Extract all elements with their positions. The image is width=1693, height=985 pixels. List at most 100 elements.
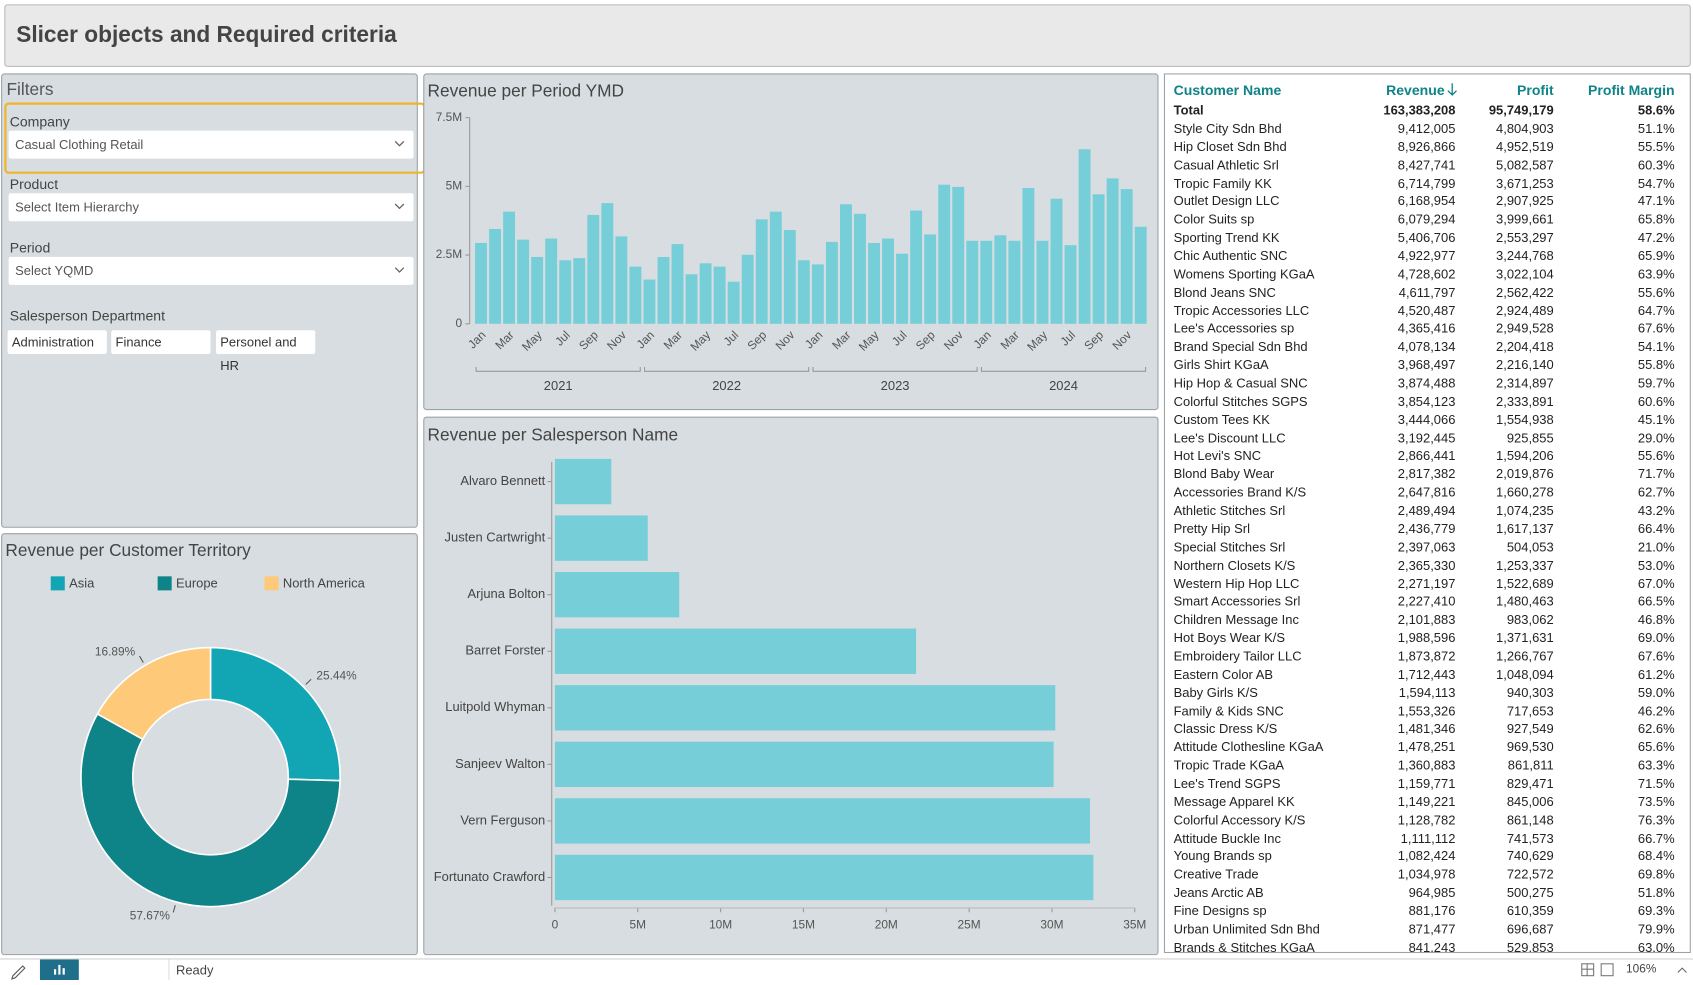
table-cell: 4,078,134 — [1397, 339, 1456, 355]
table-cell: Profit Margin — [1588, 82, 1675, 99]
view-tab[interactable] — [39, 959, 79, 981]
table-cell: 2,489,494 — [1397, 503, 1456, 519]
dropdown-value: Casual Clothing Retail — [15, 137, 144, 153]
table-cell: 1,554,938 — [1496, 412, 1554, 428]
bar — [966, 240, 979, 324]
table-cell: 1,481,346 — [1397, 721, 1456, 737]
table-cell: 610,359 — [1506, 903, 1554, 919]
table-cell: 9,412,005 — [1397, 120, 1456, 136]
y-tick-label: 2.5M — [436, 247, 462, 261]
zoom-arrow[interactable] — [1677, 961, 1688, 980]
table-cell: 54.7% — [1637, 175, 1675, 191]
x-tick-label: Sep — [913, 328, 938, 353]
bar — [769, 211, 782, 324]
table-cell: 2,647,816 — [1397, 484, 1456, 500]
dropdown[interactable]: Casual Clothing Retail — [8, 130, 414, 159]
bar — [811, 264, 824, 324]
y-tick-label: 0 — [456, 316, 463, 330]
table-cell: 2,333,891 — [1496, 393, 1554, 409]
x-tick-label: 10M — [709, 917, 732, 931]
table-cell: 67.6% — [1637, 321, 1675, 337]
bar — [545, 238, 558, 324]
table-cell: 29.0% — [1637, 430, 1675, 446]
dropdown[interactable]: Select Item Hierarchy — [8, 193, 414, 222]
table-cell: Tropic Accessories LLC — [1173, 302, 1310, 318]
table-cell: 2,204,418 — [1496, 339, 1554, 355]
bar — [671, 244, 684, 324]
table-cell: 1,553,326 — [1397, 703, 1456, 719]
table-cell: 1,253,337 — [1496, 557, 1554, 573]
bar — [554, 798, 1091, 844]
table-cell: 696,687 — [1506, 921, 1554, 937]
legend-label: Europe — [176, 575, 218, 590]
x-tick-label: Mar — [829, 328, 853, 352]
table-cell: 1,478,251 — [1397, 739, 1456, 755]
table-cell: 51.1% — [1637, 120, 1675, 136]
table-cell: 741,573 — [1506, 830, 1554, 846]
table-cell: 1,149,221 — [1397, 794, 1456, 810]
table-cell: 1,594,113 — [1398, 684, 1456, 701]
table-cell: 940,303 — [1506, 684, 1554, 701]
y-tick-label: Sanjeev Walton — [455, 756, 545, 771]
x-tick-label: 30M — [1040, 917, 1063, 931]
table-cell: Hot Boys Wear K/S — [1173, 630, 1286, 646]
x-tick-label: Jul — [1057, 328, 1078, 349]
bar — [840, 204, 852, 324]
y-tick-label: Alvaro Bennett — [460, 473, 545, 488]
bar — [868, 242, 880, 324]
edit-icon[interactable] — [9, 961, 31, 980]
table-cell: 66.5% — [1637, 594, 1675, 610]
leader-line — [305, 678, 312, 685]
table-cell: Blond Jeans SNC — [1173, 284, 1276, 300]
table-cell: 1,111,112 — [1400, 830, 1456, 846]
table-cell: 2,562,422 — [1496, 284, 1554, 300]
table-cell: 69.8% — [1637, 866, 1675, 883]
table-cell: Accessories Brand K/S — [1173, 484, 1307, 500]
table-cell: 529,853 — [1506, 939, 1554, 954]
table-cell: Customer Name — [1173, 82, 1282, 99]
view-icons[interactable] — [1579, 961, 1616, 980]
table-cell: Northern Closets K/S — [1173, 557, 1296, 573]
filters-panel: Filters Company Casual Clothing Retail P… — [1, 73, 426, 528]
sort-icon — [1447, 83, 1457, 96]
dropdown[interactable]: Select YQMD — [8, 256, 414, 285]
table-cell: 2,227,410 — [1397, 594, 1456, 610]
y-tick-label: Arjuna Bolton — [468, 586, 546, 601]
table-cell: Tropic Trade KGaA — [1173, 757, 1285, 773]
table-cell: 1,360,883 — [1397, 757, 1456, 773]
option-button[interactable]: Administration — [7, 330, 107, 355]
bar — [755, 219, 768, 324]
table-cell: Chic Authentic SNC — [1173, 248, 1288, 264]
legend-swatch — [50, 576, 65, 591]
bar — [896, 253, 909, 324]
table-cell: 4,952,519 — [1496, 139, 1554, 155]
legend-label: Asia — [69, 575, 95, 590]
bar — [854, 213, 866, 324]
table-cell: 1,128,782 — [1397, 812, 1456, 828]
bar — [797, 260, 810, 324]
table-cell: 2,866,441 — [1397, 448, 1456, 464]
table-cell: 829,471 — [1506, 775, 1554, 792]
x-tick-label: May — [687, 328, 713, 354]
table-cell: 2,817,382 — [1397, 466, 1456, 482]
table-cell: 63.9% — [1637, 266, 1675, 282]
x-tick-label: 0 — [552, 917, 559, 931]
table: Customer Name Revenue Profit Profit Margin T… — [1163, 73, 1691, 954]
table-cell: 1,266,767 — [1496, 648, 1554, 664]
table-cell: 55.6% — [1637, 448, 1675, 464]
donut-chart: Revenue per Customer Territory Asia Europ… — [5, 540, 365, 923]
table-cell: Tropic Family KK — [1173, 175, 1272, 191]
x-tick-label: 35M — [1123, 917, 1146, 931]
table-cell: Casual Athletic Srl — [1173, 157, 1279, 173]
table-cell: 6,714,799 — [1397, 175, 1456, 191]
option-button[interactable]: Personel and HR — [215, 330, 316, 373]
table-cell: Fine Designs sp — [1173, 903, 1267, 919]
option-button[interactable]: Finance — [111, 330, 211, 355]
bar — [615, 236, 628, 324]
table-cell: 95,749,179 — [1488, 102, 1554, 118]
data-label: 16.89% — [95, 644, 136, 658]
table-cell: 6,168,954 — [1397, 193, 1456, 209]
table-cell: 59.0% — [1637, 684, 1675, 701]
table-cell: 3,671,253 — [1496, 175, 1554, 191]
table-cell: Baby Girls K/S — [1173, 684, 1258, 701]
